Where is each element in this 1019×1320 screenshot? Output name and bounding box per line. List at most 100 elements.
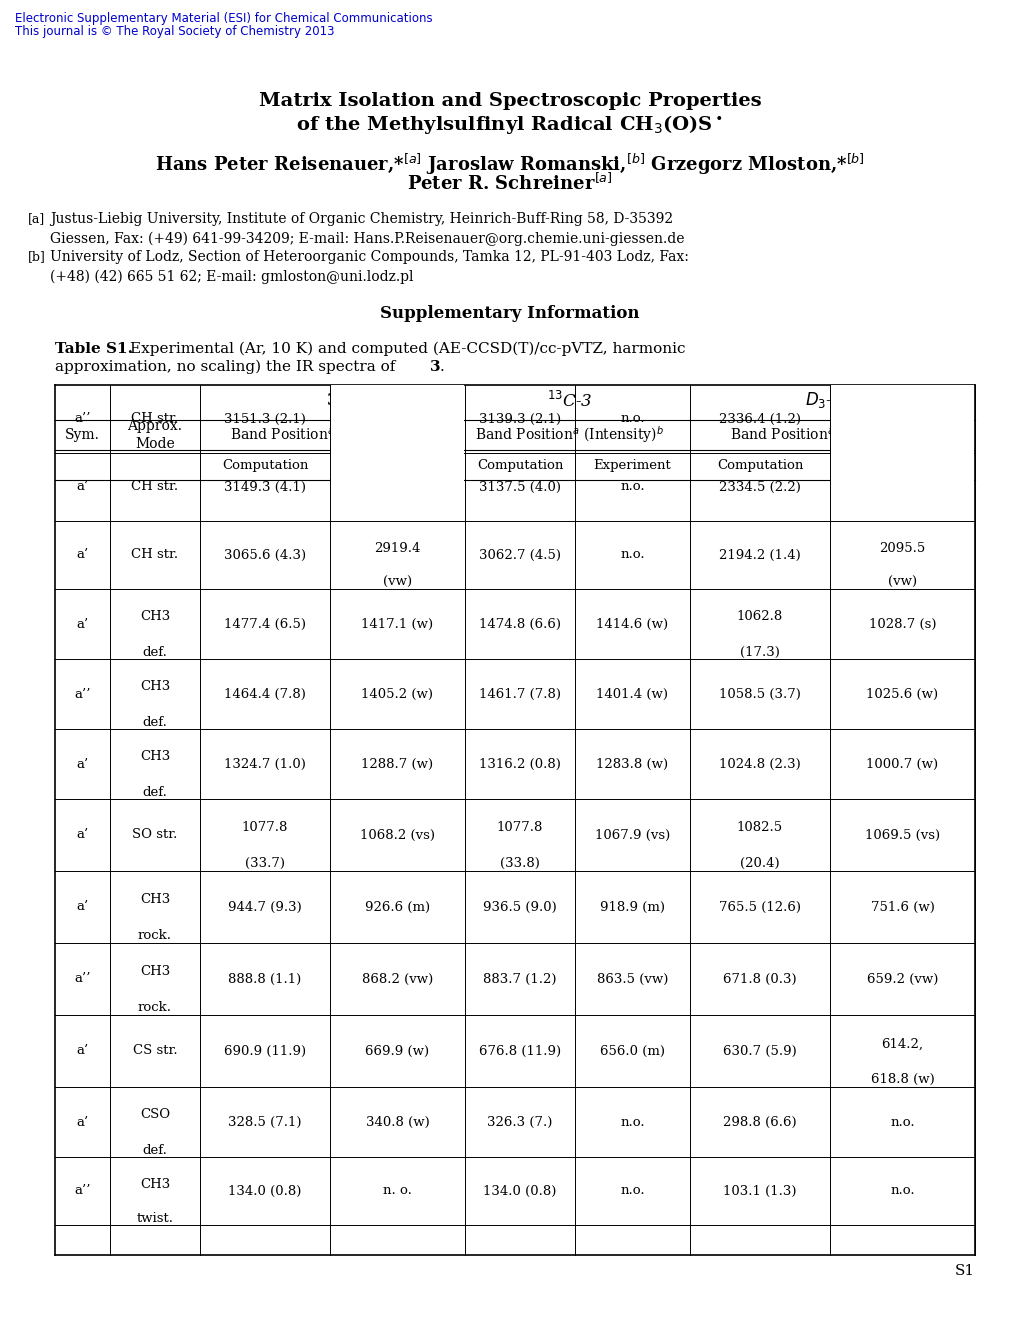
Text: twist.: twist. xyxy=(137,1212,173,1225)
Text: n.o.: n.o. xyxy=(890,1184,914,1197)
Text: n.o.: n.o. xyxy=(890,1115,914,1129)
Text: a’’: a’’ xyxy=(74,1184,91,1197)
Text: 2336.4 (1.2): 2336.4 (1.2) xyxy=(718,412,800,425)
Text: CH str.: CH str. xyxy=(131,412,178,425)
Text: (vw): (vw) xyxy=(888,440,916,453)
Text: 1067.9 (vs): 1067.9 (vs) xyxy=(594,829,669,842)
Text: 765.5 (12.6): 765.5 (12.6) xyxy=(718,900,800,913)
Text: 614.2,: 614.2, xyxy=(880,1038,922,1051)
Text: 1025.6 (w): 1025.6 (w) xyxy=(865,688,937,701)
Text: [b]: [b] xyxy=(28,249,46,263)
Text: Hans Peter Reisenauer,*$^{[a]}$ Jaroslaw Romanski,$^{[b]}$ Grzegorz Mloston,*$^{: Hans Peter Reisenauer,*$^{[a]}$ Jaroslaw… xyxy=(155,152,864,177)
Text: 3062.7 (4.5): 3062.7 (4.5) xyxy=(479,549,560,561)
Text: 3151.3 (2.1): 3151.3 (2.1) xyxy=(224,412,306,425)
Text: 944.7 (9.3): 944.7 (9.3) xyxy=(228,900,302,913)
Text: (20.4): (20.4) xyxy=(740,857,780,870)
Text: Sym.: Sym. xyxy=(65,428,100,442)
Text: $^{13}$C-3: $^{13}$C-3 xyxy=(546,391,592,411)
Text: a’’: a’’ xyxy=(74,973,91,986)
Text: a’: a’ xyxy=(76,900,89,913)
Text: $D_3$-3: $D_3$-3 xyxy=(805,391,843,411)
Text: a’: a’ xyxy=(76,1044,89,1057)
Text: 103.1 (1.3): 103.1 (1.3) xyxy=(722,1184,796,1197)
Text: 3: 3 xyxy=(326,392,338,409)
Text: 134.0 (0.8): 134.0 (0.8) xyxy=(228,1184,302,1197)
Text: 936.5 (9.0): 936.5 (9.0) xyxy=(483,900,556,913)
Text: def.: def. xyxy=(143,715,167,729)
Text: CH3: CH3 xyxy=(140,894,170,907)
Text: (vw): (vw) xyxy=(382,454,412,466)
Text: [a]: [a] xyxy=(28,213,45,224)
Text: 3139.3 (2.1): 3139.3 (2.1) xyxy=(479,412,560,425)
Text: University of Lodz, Section of Heteroorganic Compounds, Tamka 12, PL-91-403 Lodz: University of Lodz, Section of Heteroorg… xyxy=(50,249,688,284)
Text: n.o.: n.o. xyxy=(620,412,644,425)
Text: .: . xyxy=(439,360,444,374)
Text: 751.6 (w): 751.6 (w) xyxy=(869,900,933,913)
Text: 1316.2 (0.8): 1316.2 (0.8) xyxy=(479,758,560,771)
Text: 2995.4: 2995.4 xyxy=(374,440,420,453)
Text: 1324.7 (1.0): 1324.7 (1.0) xyxy=(224,758,306,771)
Text: Computation: Computation xyxy=(716,458,802,471)
Text: 669.9 (w): 669.9 (w) xyxy=(365,1044,429,1057)
Text: 2247.2: 2247.2 xyxy=(878,440,924,453)
Text: 3065.6 (4.3): 3065.6 (4.3) xyxy=(224,549,306,561)
Text: 2095.5: 2095.5 xyxy=(878,541,924,554)
Text: 1028.7 (s): 1028.7 (s) xyxy=(868,618,935,631)
Text: (vw): (vw) xyxy=(382,576,412,589)
Text: 1283.8 (w): 1283.8 (w) xyxy=(596,758,667,771)
Text: def.: def. xyxy=(143,645,167,659)
Text: Computation: Computation xyxy=(221,458,308,471)
Text: Electronic Supplementary Material (ESI) for Chemical Communications: Electronic Supplementary Material (ESI) … xyxy=(15,12,432,25)
Text: Experiment: Experiment xyxy=(863,458,941,471)
Text: 1069.5 (vs): 1069.5 (vs) xyxy=(864,829,940,842)
Text: n. o.: n. o. xyxy=(383,1184,412,1197)
Text: n.o.: n.o. xyxy=(620,1184,644,1197)
Text: a’: a’ xyxy=(76,758,89,771)
Text: Supplementary Information: Supplementary Information xyxy=(380,305,639,322)
Text: a’: a’ xyxy=(76,618,89,631)
Text: n.o.: n.o. xyxy=(620,1115,644,1129)
Text: CH3: CH3 xyxy=(140,610,170,623)
Text: 134.0 (0.8): 134.0 (0.8) xyxy=(483,1184,556,1197)
Text: CH str.: CH str. xyxy=(131,549,178,561)
Text: Justus-Liebig University, Institute of Organic Chemistry, Heinrich-Buff-Ring 58,: Justus-Liebig University, Institute of O… xyxy=(50,213,684,246)
Text: 1077.8: 1077.8 xyxy=(496,821,543,834)
Text: 328.5 (7.1): 328.5 (7.1) xyxy=(228,1115,302,1129)
Text: 676.8 (11.9): 676.8 (11.9) xyxy=(479,1044,560,1057)
Text: 868.2 (vw): 868.2 (vw) xyxy=(362,973,433,986)
Text: 326.3 (7.): 326.3 (7.) xyxy=(487,1115,552,1129)
Text: 340.8 (w): 340.8 (w) xyxy=(365,1115,429,1129)
Text: CSO: CSO xyxy=(140,1109,170,1122)
Text: CH str.: CH str. xyxy=(131,480,178,494)
Text: a’: a’ xyxy=(76,549,89,561)
Text: 1288.7 (w): 1288.7 (w) xyxy=(361,758,433,771)
Text: 1058.5 (3.7): 1058.5 (3.7) xyxy=(718,688,800,701)
Text: def.: def. xyxy=(143,1143,167,1156)
Text: Experimental (Ar, 10 K) and computed (AE-CCSD(T)/cc-pVTZ, harmonic: Experimental (Ar, 10 K) and computed (AE… xyxy=(129,342,685,356)
Text: 671.8 (0.3): 671.8 (0.3) xyxy=(722,973,796,986)
Text: n.o.: n.o. xyxy=(620,549,644,561)
Text: 659.2 (vw): 659.2 (vw) xyxy=(866,973,937,986)
Text: 1082.5: 1082.5 xyxy=(736,821,783,834)
Text: (vw): (vw) xyxy=(382,440,412,453)
Text: CH3: CH3 xyxy=(140,1177,170,1191)
Text: SO str.: SO str. xyxy=(132,829,177,842)
Text: Band Position$^a$ (Intensity)$^b$: Band Position$^a$ (Intensity)$^b$ xyxy=(475,425,663,445)
Text: 1417.1 (w): 1417.1 (w) xyxy=(361,618,433,631)
Text: 3149.3 (4.1): 3149.3 (4.1) xyxy=(224,480,306,494)
Text: Peter R. Schreiner$^{[a]}$: Peter R. Schreiner$^{[a]}$ xyxy=(407,173,612,194)
Text: 2247.2: 2247.2 xyxy=(878,405,924,418)
Text: 888.8 (1.1): 888.8 (1.1) xyxy=(228,973,302,986)
Text: 298.8 (6.6): 298.8 (6.6) xyxy=(722,1115,796,1129)
Text: (33.8): (33.8) xyxy=(499,857,539,870)
Text: Table S1.: Table S1. xyxy=(55,342,132,356)
Text: 1474.8 (6.6): 1474.8 (6.6) xyxy=(479,618,560,631)
Text: a’’: a’’ xyxy=(74,688,91,701)
Text: 2995.4: 2995.4 xyxy=(374,405,420,418)
Text: 618.8 (w): 618.8 (w) xyxy=(870,1073,933,1086)
Text: 630.7 (5.9): 630.7 (5.9) xyxy=(722,1044,796,1057)
Text: This journal is © The Royal Society of Chemistry 2013: This journal is © The Royal Society of C… xyxy=(15,25,334,38)
Text: 1477.4 (6.5): 1477.4 (6.5) xyxy=(224,618,306,631)
Text: Band Position$^a$ (Intensity)$^b$: Band Position$^a$ (Intensity)$^b$ xyxy=(230,425,419,445)
Text: 2194.2 (1.4): 2194.2 (1.4) xyxy=(718,549,800,561)
